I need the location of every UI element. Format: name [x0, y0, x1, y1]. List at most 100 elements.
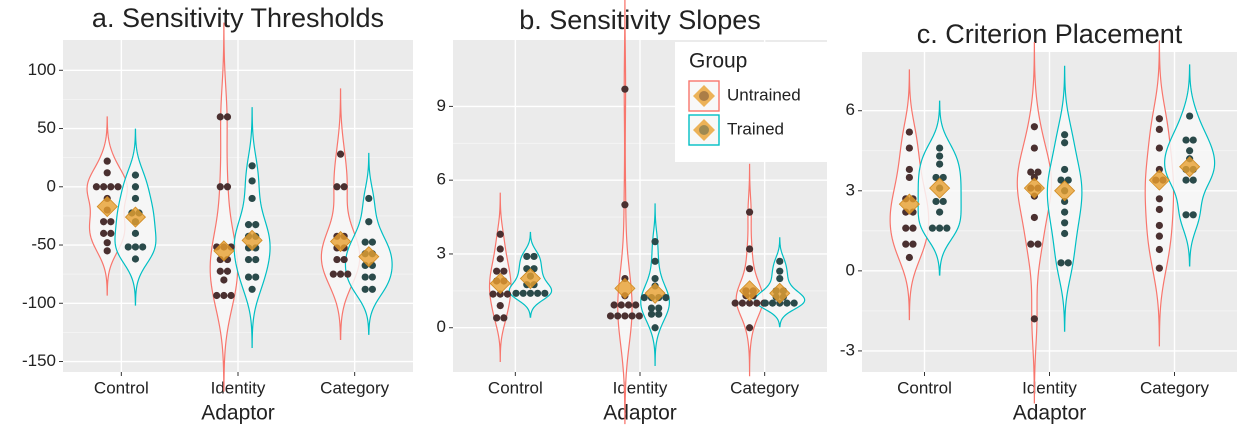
data-dot	[1064, 259, 1072, 267]
mean-marker	[489, 272, 511, 295]
x-tick-label: Control	[94, 378, 149, 397]
data-dot	[340, 255, 348, 264]
data-dot	[361, 285, 369, 293]
data-dot	[1027, 168, 1035, 176]
legend-label: Untrained	[727, 85, 801, 104]
data-dot	[936, 144, 944, 152]
data-dot	[745, 299, 754, 307]
data-dot	[640, 294, 648, 302]
data-dot	[252, 255, 260, 264]
data-dot	[1182, 176, 1190, 184]
data-dot	[500, 267, 508, 275]
data-dot	[329, 270, 337, 278]
data-dot	[1189, 211, 1197, 219]
y-tick-label: 0	[437, 317, 446, 336]
data-dot	[1155, 195, 1163, 203]
data-dot	[220, 276, 228, 284]
panel: a. Sensitivity Thresholds -150 -100 -50 0 50 1…	[22, 3, 413, 425]
violin	[1016, 42, 1053, 404]
data-dot	[368, 285, 376, 293]
data-dot	[244, 273, 253, 281]
data-dot	[928, 224, 937, 232]
data-dot	[651, 257, 659, 265]
data-dot	[651, 238, 659, 246]
panel: c. Criterion Placement -3 0 3 6 Control Identi…	[840, 19, 1237, 425]
panel-title: a. Sensitivity Thresholds	[92, 3, 384, 33]
data-dot	[368, 273, 376, 281]
data-dot	[776, 274, 784, 283]
mean-marker	[1179, 156, 1201, 178]
data-dot	[1186, 147, 1194, 155]
x-tick-label: Identity	[211, 378, 266, 397]
data-dot	[244, 255, 253, 264]
panel: b. Sensitivity Slopes 0 3 6 9 Control Identity…	[437, 0, 827, 425]
data-dot	[103, 157, 111, 165]
data-dot	[213, 291, 221, 300]
data-dot	[745, 245, 754, 253]
mean-marker	[739, 280, 761, 302]
data-dot	[1186, 112, 1194, 120]
data-dot	[1030, 213, 1038, 222]
data-dot	[936, 224, 944, 232]
mean-marker	[898, 193, 920, 215]
data-dot	[336, 150, 345, 158]
data-dot	[651, 324, 659, 332]
data-dot	[489, 290, 497, 298]
data-dot	[512, 289, 520, 297]
data-dot	[783, 299, 791, 307]
data-dot	[114, 183, 122, 191]
data-dot	[1061, 219, 1069, 227]
data-dot	[909, 224, 917, 232]
data-dot	[92, 183, 101, 191]
data-dot	[655, 310, 663, 318]
mean-marker	[614, 277, 636, 299]
data-dot	[621, 201, 629, 209]
data-dot	[635, 312, 643, 320]
data-dot	[1030, 123, 1038, 131]
data-dot	[530, 252, 538, 261]
data-dot	[651, 274, 659, 283]
data-dot	[905, 253, 913, 262]
mean-marker	[96, 196, 118, 218]
y-tick-label: 3	[437, 243, 446, 262]
data-dot	[905, 173, 913, 182]
data-dot	[1061, 208, 1069, 216]
data-dot	[131, 255, 140, 263]
data-dot	[100, 183, 108, 191]
data-dot	[526, 289, 535, 297]
data-dot	[621, 312, 629, 320]
data-dot	[905, 144, 913, 152]
mean-marker	[329, 230, 352, 253]
y-tick-label: 6	[437, 170, 446, 189]
data-dot	[493, 267, 501, 275]
mean-marker	[769, 282, 791, 304]
data-dot	[139, 243, 147, 251]
y-tick-label: 6	[846, 100, 855, 119]
data-dot	[131, 243, 140, 251]
y-tick-label: 9	[437, 96, 446, 115]
data-dot	[496, 290, 504, 298]
violin	[233, 107, 271, 348]
data-dot	[244, 221, 253, 229]
data-dot	[745, 265, 754, 273]
data-dot	[252, 221, 260, 229]
data-dot	[776, 267, 784, 275]
x-tick-label: Category	[1140, 378, 1209, 397]
y-tick-label: 0	[846, 260, 855, 279]
data-dot	[100, 218, 108, 226]
data-dot	[1155, 264, 1163, 272]
data-dot	[617, 301, 625, 309]
data-dot	[1034, 168, 1042, 176]
y-tick-label: 100	[28, 60, 56, 79]
data-dot	[496, 255, 504, 263]
legend-title: Group	[689, 50, 747, 73]
data-dot	[905, 128, 913, 136]
data-dot	[936, 208, 944, 216]
data-dot	[496, 302, 504, 310]
legend-label: Trained	[727, 119, 784, 138]
data-dot	[216, 267, 224, 275]
data-dot	[628, 312, 636, 320]
mean-marker	[1148, 169, 1170, 191]
data-dot	[361, 273, 369, 281]
